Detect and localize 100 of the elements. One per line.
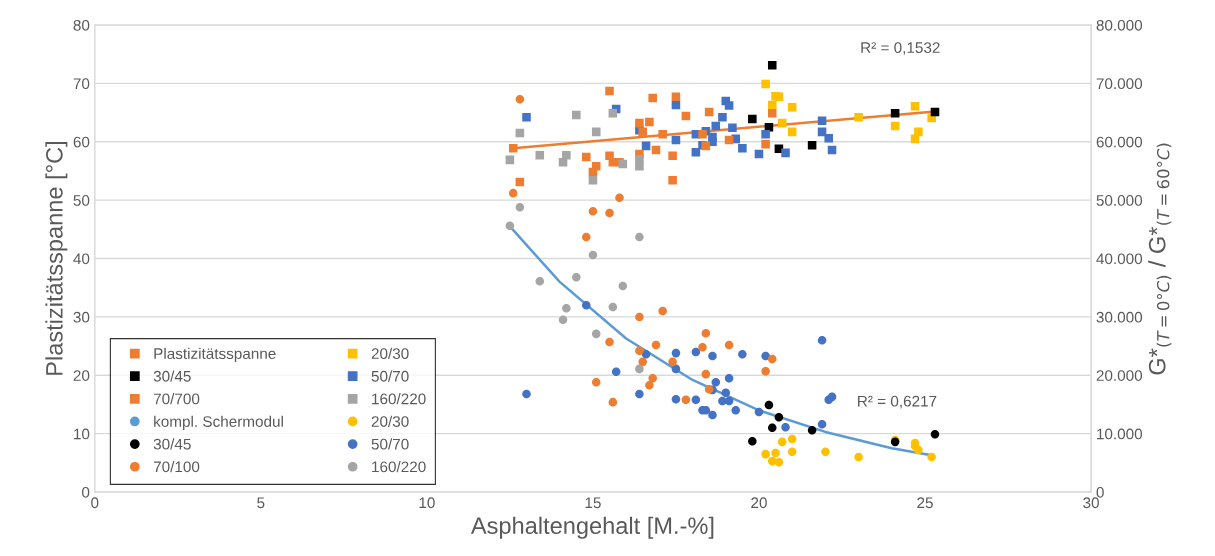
point — [764, 400, 774, 410]
point — [927, 452, 936, 462]
point — [787, 434, 797, 444]
point — [605, 208, 614, 218]
legend-label: 70/100 — [153, 461, 200, 473]
point — [515, 202, 525, 212]
point — [635, 346, 644, 356]
y-tick-label: 20 — [73, 370, 90, 381]
point — [582, 232, 591, 242]
point — [681, 395, 691, 405]
point — [562, 303, 571, 313]
y2-tick-label: 20.000 — [1096, 370, 1143, 381]
point — [641, 350, 651, 359]
point — [817, 420, 827, 429]
point — [591, 127, 601, 137]
point — [535, 277, 545, 286]
y2-tick-label: 70.000 — [1096, 78, 1143, 90]
y-tick-label: 10 — [74, 428, 90, 440]
point — [767, 354, 777, 364]
point — [817, 116, 827, 126]
point — [668, 357, 677, 367]
point — [824, 134, 833, 143]
y-tick-label: 70 — [73, 78, 90, 90]
point — [854, 452, 863, 462]
y2-tick-label: 80.000 — [1096, 19, 1143, 31]
point — [638, 127, 648, 137]
point — [591, 329, 601, 339]
y-tick-label: 50 — [73, 195, 90, 206]
point — [914, 127, 923, 137]
x-tick-label: 25 — [917, 497, 933, 509]
x-tick-label: 0 — [91, 497, 99, 509]
point — [588, 250, 598, 260]
legend-label: 160/220 — [372, 461, 426, 473]
x-axis-title: Asphaltengehalt [M.-%] — [470, 516, 714, 539]
point — [605, 86, 614, 96]
point — [588, 206, 598, 216]
legend-label: 30/45 — [153, 438, 191, 450]
point — [781, 422, 790, 432]
point — [767, 61, 777, 70]
point — [618, 281, 628, 291]
point — [572, 110, 581, 120]
point — [648, 93, 657, 103]
annotation: R² = 0,1532 — [861, 42, 940, 55]
point — [761, 129, 770, 139]
point — [738, 350, 747, 359]
point — [761, 351, 770, 361]
point — [638, 357, 648, 367]
point — [505, 221, 515, 231]
y-tick-label: 0 — [82, 486, 90, 498]
legend-label: 20/30 — [371, 415, 409, 427]
point — [658, 306, 667, 316]
point — [651, 340, 661, 350]
point — [635, 389, 644, 399]
y2-axis-title: G*$_{(T=0°C)}$ / G*$_{(T=60°C)}$ — [1148, 143, 1172, 375]
point — [582, 152, 591, 162]
point — [767, 108, 777, 118]
point — [754, 407, 764, 417]
point — [522, 112, 531, 122]
legend-label: 30/45 — [153, 370, 191, 382]
point — [605, 337, 614, 347]
y2-tick-label: 0 — [1096, 486, 1104, 498]
point — [671, 348, 681, 358]
point — [774, 413, 784, 422]
y-tick-label: 40 — [73, 253, 90, 265]
point — [731, 406, 740, 415]
point — [648, 373, 657, 383]
point — [767, 100, 777, 110]
point — [645, 380, 654, 390]
point — [691, 395, 701, 405]
y-tick-label: 30 — [73, 311, 90, 323]
point — [774, 458, 784, 467]
point — [817, 335, 827, 345]
point — [711, 378, 721, 387]
point — [608, 302, 618, 312]
point — [724, 396, 734, 406]
point — [615, 193, 624, 203]
point — [572, 272, 581, 282]
point — [787, 447, 797, 457]
point — [930, 429, 940, 439]
point — [588, 176, 598, 185]
legend-label: 50/70 — [371, 370, 409, 382]
point — [821, 447, 830, 457]
legend-label: kompl. Schermodul — [154, 415, 283, 430]
x-tick-label: 15 — [585, 497, 601, 509]
point — [645, 117, 654, 127]
x-tick-label: 10 — [419, 497, 435, 509]
point — [914, 445, 923, 455]
point — [701, 369, 711, 379]
point — [724, 101, 734, 110]
point — [807, 425, 817, 435]
point — [761, 449, 770, 459]
point — [522, 389, 531, 399]
point — [508, 188, 518, 198]
point — [708, 351, 717, 361]
legend-label: 70/700 — [153, 393, 200, 405]
point — [728, 123, 737, 133]
point — [671, 364, 681, 374]
x-tick-label: 5 — [257, 497, 265, 509]
point — [767, 423, 777, 433]
point — [611, 367, 621, 377]
